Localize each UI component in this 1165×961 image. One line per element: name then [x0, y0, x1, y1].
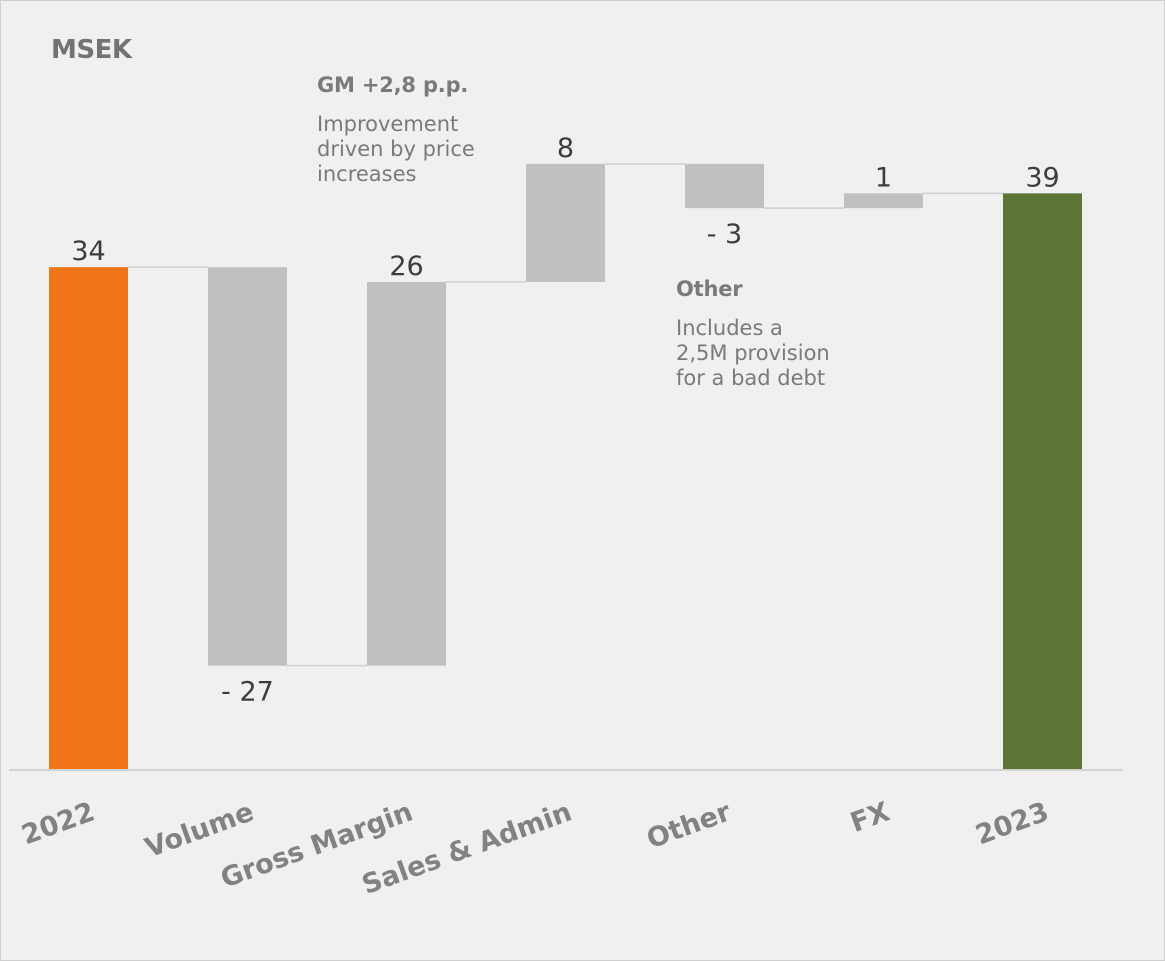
gross-margin-note: GM +2,8 p.p. Improvement driven by price… [317, 73, 477, 187]
value-label: 1 [875, 162, 892, 193]
unit-label: MSEK [51, 35, 132, 65]
category-label: FX [846, 796, 894, 839]
value-label: 34 [71, 236, 105, 267]
bar-2023 [1003, 193, 1082, 770]
category-label: 2023 [972, 796, 1053, 851]
bar-gross-margin [367, 281, 446, 666]
bar-2022 [49, 267, 128, 769]
gross-margin-note-title: GM +2,8 p.p. [317, 73, 469, 97]
category-label: 2022 [18, 796, 99, 851]
value-label: 26 [389, 251, 423, 282]
bar-volume [208, 267, 287, 666]
value-label: - 3 [707, 219, 743, 250]
value-label: - 27 [221, 677, 274, 708]
category-label: Other [643, 796, 736, 855]
value-label: 39 [1025, 162, 1059, 193]
value-label: 8 [557, 133, 574, 164]
gross-margin-note-text: Improvement driven by price increases [317, 112, 475, 186]
other-note-title: Other [676, 277, 743, 301]
other-note: Other Includes a 2,5M provision for a ba… [676, 277, 836, 391]
other-note-text: Includes a 2,5M provision for a bad debt [676, 316, 830, 390]
bar-sales-admin [526, 163, 605, 282]
bar-other [685, 163, 764, 209]
bar-fx [844, 193, 923, 209]
category-label: Volume [141, 796, 258, 864]
